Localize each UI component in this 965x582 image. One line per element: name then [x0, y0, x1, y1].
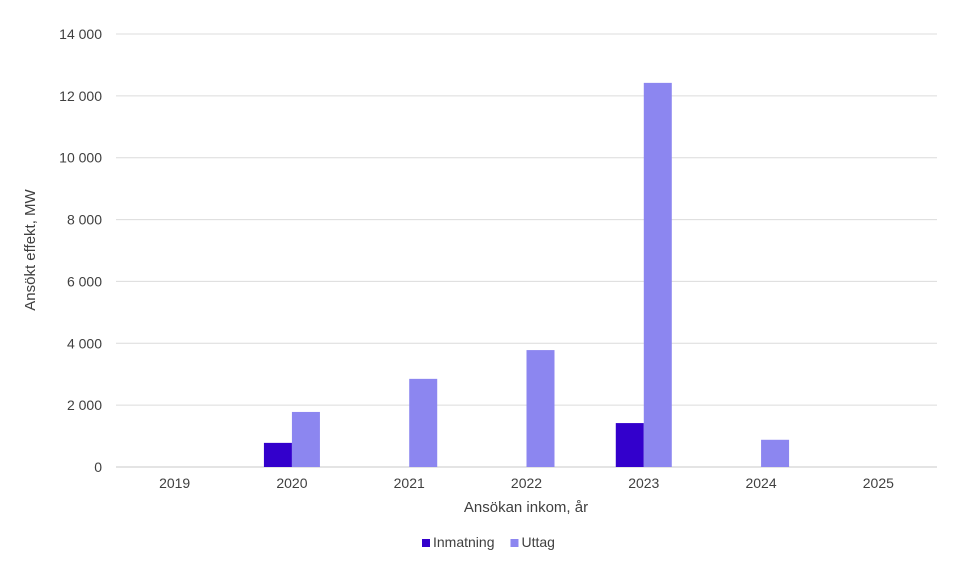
bar-uttag-2023 [643, 82, 672, 468]
x-tick-label: 2023 [628, 475, 659, 491]
x-tick-label: 2021 [394, 475, 425, 491]
bar-uttag-2024 [761, 439, 790, 467]
x-tick-label: 2020 [276, 475, 307, 491]
x-axis-label: Ansökan inkom, år [464, 499, 588, 516]
x-tick-label: 2019 [159, 475, 190, 491]
bar-uttag-2022 [526, 350, 555, 467]
legend-swatch-uttag [510, 539, 519, 547]
bar-uttag-2021 [409, 378, 438, 467]
y-tick-label: 6 000 [67, 273, 102, 289]
bars [263, 82, 790, 468]
y-tick-label: 10 000 [59, 150, 102, 166]
y-axis-label: Ansökt effekt, MW [22, 188, 39, 310]
legend-label-uttag: Uttag [521, 534, 554, 550]
x-tick-label: 2024 [745, 475, 776, 491]
bar-uttag-2020 [291, 411, 320, 467]
bar-inmatning-2020 [263, 442, 292, 467]
y-tick-label: 14 000 [59, 26, 102, 42]
y-tick-label: 12 000 [59, 88, 102, 104]
x-tick-label: 2022 [511, 475, 542, 491]
gridlines [116, 33, 937, 468]
legend-label-inmatning: Inmatning [433, 534, 494, 550]
x-tick-label: 2025 [863, 475, 894, 491]
y-tick-label: 4 000 [67, 335, 102, 351]
x-axis-ticks: 2019 2020 2021 2022 2023 2024 2025 [159, 475, 894, 491]
y-tick-label: 0 [94, 459, 102, 475]
y-tick-label: 8 000 [67, 212, 102, 228]
y-tick-label: 2 000 [67, 397, 102, 413]
y-axis-ticks: 0 2 000 4 000 6 000 8 000 10 000 12 000 14 000 [59, 26, 102, 475]
legend: Inmatning Uttag [422, 534, 555, 550]
bar-inmatning-2023 [615, 423, 644, 467]
legend-swatch-inmatning [422, 539, 430, 547]
